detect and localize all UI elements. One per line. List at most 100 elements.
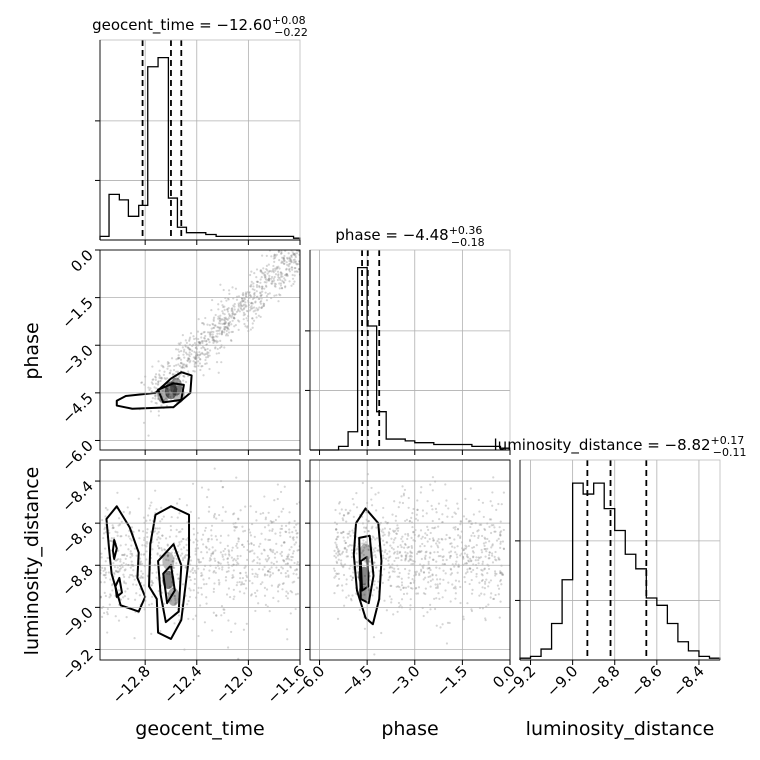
hist-geocent-time-panel: geocent_time = −12.60+0.08 −0.22: [92, 14, 308, 245]
sample-point: [218, 346, 222, 349]
sample-point: [249, 534, 253, 537]
sample-point: [265, 299, 269, 302]
sample-point: [151, 540, 154, 543]
sample-point: [154, 376, 158, 379]
sample-point: [274, 518, 277, 522]
sample-point: [387, 559, 390, 562]
sample-point: [415, 513, 418, 516]
sample-point: [241, 543, 244, 547]
sample-point: [229, 320, 232, 324]
sample-point: [148, 603, 151, 606]
sample-point: [157, 547, 161, 550]
sample-point: [189, 570, 192, 573]
sample-point: [205, 582, 208, 586]
sample-point: [295, 532, 298, 535]
x-tick-label: −4.5: [337, 662, 375, 700]
sample-point: [289, 612, 292, 615]
sample-point: [218, 583, 221, 586]
sample-point: [161, 534, 164, 537]
sample-point: [159, 399, 162, 402]
sample-point: [172, 566, 175, 569]
sample-point: [288, 558, 291, 561]
sample-point: [283, 286, 287, 289]
title-minus: −0.11: [713, 446, 747, 459]
sample-point: [140, 553, 143, 556]
sample-point: [373, 653, 376, 656]
sample-point: [160, 547, 163, 550]
sample-point: [173, 557, 176, 560]
sample-point: [224, 321, 228, 324]
sample-point: [483, 544, 486, 547]
sample-point: [200, 486, 204, 489]
sample-point: [367, 548, 370, 552]
sample-point: [244, 301, 247, 304]
sample-point: [177, 363, 180, 366]
sample-point: [500, 503, 503, 506]
sample-point: [444, 572, 447, 575]
sample-point: [459, 520, 462, 523]
sample-point: [191, 568, 194, 571]
sample-point: [481, 607, 484, 610]
sample-point: [284, 572, 287, 575]
sample-point: [269, 548, 272, 551]
sample-point: [233, 305, 236, 308]
sample-point: [175, 562, 178, 565]
sample-point: [286, 273, 289, 276]
sample-point: [227, 322, 231, 325]
sample-point: [469, 520, 472, 523]
sample-point: [223, 325, 226, 328]
sample-point: [227, 322, 230, 325]
sample-point: [172, 368, 176, 372]
sample-point: [210, 552, 213, 555]
sample-point: [273, 275, 276, 279]
sample-point: [223, 319, 227, 323]
sample-point: [262, 304, 265, 307]
sample-point: [280, 287, 284, 290]
sample-point: [104, 506, 108, 510]
sample-point: [393, 551, 397, 554]
sample-point: [391, 566, 394, 569]
sample-point: [231, 286, 234, 289]
sample-point: [477, 534, 480, 538]
sample-point: [290, 284, 293, 287]
sample-point: [197, 337, 200, 341]
sample-point: [343, 604, 346, 607]
sample-point: [347, 532, 351, 535]
sample-point: [435, 624, 438, 627]
sample-point: [352, 531, 355, 534]
sample-point: [212, 611, 215, 614]
sample-point: [227, 328, 230, 331]
sample-point: [498, 558, 501, 561]
sample-point: [211, 629, 214, 632]
sample-point: [334, 528, 338, 531]
sample-point: [178, 356, 181, 360]
sample-point: [178, 350, 181, 353]
sample-point: [343, 539, 346, 542]
sample-point: [385, 541, 388, 544]
sample-point: [258, 306, 261, 309]
sample-point: [484, 617, 487, 620]
sample-point: [182, 546, 186, 549]
sample-point: [491, 561, 495, 564]
sample-point: [392, 529, 395, 532]
sample-point: [396, 545, 400, 548]
sample-point: [199, 358, 202, 361]
sample-point: [295, 567, 298, 571]
sample-point: [286, 256, 289, 259]
sample-point: [491, 504, 494, 507]
sample-point: [276, 497, 279, 501]
sample-point: [176, 377, 180, 380]
sample-point: [259, 294, 262, 297]
sample-point: [180, 540, 183, 543]
sample-point: [226, 318, 229, 321]
sample-point: [219, 551, 223, 554]
sample-point: [349, 534, 352, 537]
sample-point: [457, 580, 461, 583]
sample-point: [223, 305, 226, 308]
sample-point: [197, 341, 201, 344]
sample-point: [281, 256, 284, 259]
sample-point: [205, 352, 209, 355]
sample-point: [459, 536, 462, 540]
sample-point: [454, 528, 457, 531]
sample-point: [134, 574, 137, 577]
